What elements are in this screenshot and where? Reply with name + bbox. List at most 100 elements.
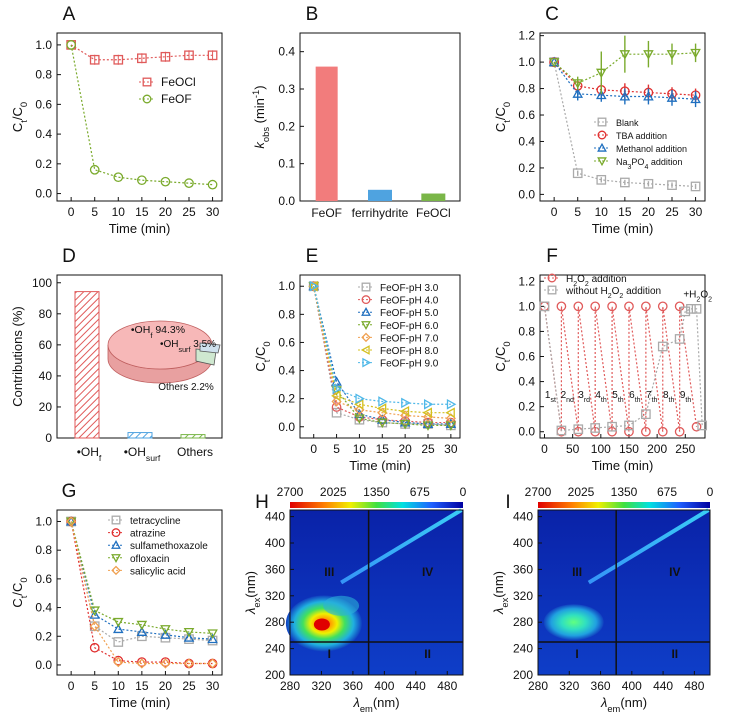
- y-tick-label: 0: [45, 431, 52, 445]
- x-tick-label: 10: [595, 205, 609, 219]
- legend-label: Na3PO4 addition: [616, 157, 682, 171]
- data-point: [620, 177, 630, 188]
- series-line: [313, 286, 451, 405]
- x-tick-label: 400: [622, 679, 642, 693]
- pie-label: •OHsurf 3.5%: [160, 339, 216, 354]
- data-point: [607, 421, 617, 432]
- cycle-label: 9th: [680, 390, 692, 404]
- y-tick-label: 0.2: [278, 119, 295, 133]
- x-tick-label: 30: [689, 205, 703, 219]
- data-point: [112, 617, 124, 628]
- y-tick-label: 1.0: [518, 55, 535, 69]
- x-tick-label: 150: [619, 442, 639, 456]
- x-tick-label: 25: [182, 679, 196, 693]
- x-tick-label: 480: [684, 679, 704, 693]
- x-tick-label: 15: [618, 205, 632, 219]
- bar-•OHsurf: [127, 432, 153, 439]
- x-tick-label: 280: [280, 679, 300, 693]
- plot-frame: [539, 32, 706, 202]
- y-tick-label: 60: [39, 338, 53, 352]
- legend-marker: [597, 142, 607, 152]
- data-point: [674, 426, 685, 437]
- pie-label: Others 2.2%: [158, 382, 214, 393]
- x-axis-label: Time (min): [109, 695, 171, 710]
- x-tick-label: 5: [91, 679, 98, 693]
- legend-label: tetracycline: [130, 516, 181, 527]
- series-line: [70, 521, 213, 665]
- panel-letter: F: [546, 246, 558, 267]
- y-tick-label: 0.0: [278, 420, 295, 434]
- region-label: II: [424, 647, 431, 661]
- series-FeOF-pH-8.0: [308, 280, 455, 419]
- data-point: [183, 627, 195, 638]
- x-tick-label: 15: [135, 679, 149, 693]
- y-tick-label: 360: [265, 562, 285, 576]
- data-point: [572, 168, 583, 179]
- x-tick-label: 10: [112, 679, 126, 693]
- data-point: [422, 418, 434, 428]
- bar-FeOF: [315, 66, 338, 201]
- colorbar: [538, 502, 710, 508]
- panel-E: E 0 5 10 15 20 25 30 0.0 0.2 0.4 0.6 0.8 1.0 Time (min…: [253, 246, 461, 473]
- y-tick-label: 0.6: [518, 108, 535, 122]
- pie-chart: •OHf 94.3%•OHsurf 3.5% Others 2.2%: [107, 320, 221, 393]
- data-point: [539, 301, 550, 312]
- x-tick-label: 15: [135, 205, 149, 219]
- y-tick-label: 1.0: [35, 38, 52, 52]
- series-line: [70, 521, 213, 634]
- data-point: [137, 175, 147, 186]
- series-without-H2O2-addition: [539, 301, 708, 436]
- panel-A: A 0 5 10 15 20 25 30 0.0 0.2 0.4 0.6 0.8 1.0 Time (min…: [10, 4, 223, 236]
- x-tick-label: 250: [675, 442, 695, 456]
- series-line: [70, 521, 213, 665]
- legend-label: FeOF-pH 5.0: [380, 308, 439, 319]
- scatter-ridge: [340, 508, 463, 585]
- x-tick-label: 10: [353, 442, 367, 456]
- pie-label: •OHf 94.3%: [131, 324, 185, 340]
- cycle-label: 2nd: [561, 390, 574, 404]
- legend-label: FeOF-pH 3.0: [380, 283, 439, 294]
- panel-D: D 0 20 40 60 80 100 •OHf •OHsurf Others Contributi…: [10, 246, 223, 463]
- data-point: [160, 657, 171, 667]
- x-tick-label: 15: [376, 442, 390, 456]
- x-axis-label: Time (min): [592, 458, 654, 473]
- y-tick-label: 0.4: [518, 375, 535, 389]
- legend-marker: [142, 94, 152, 104]
- y-tick-label: 0.3: [278, 82, 295, 96]
- x-tick-label: 20: [642, 205, 656, 219]
- x-tick-label: 440: [653, 679, 673, 693]
- panel-letter: D: [62, 246, 76, 267]
- cycle-label: 5th: [612, 390, 624, 404]
- data-point: [399, 417, 411, 427]
- x-tick-label: 5: [333, 442, 340, 456]
- data-point: [113, 172, 124, 183]
- data-point: [641, 426, 651, 437]
- bar-•OHf: [74, 291, 100, 439]
- legend-marker: [142, 77, 152, 87]
- cycle-label: 4th: [595, 390, 607, 404]
- x-tick-label: 200: [647, 442, 667, 456]
- legend-label: FeOF-pH 6.0: [380, 321, 439, 332]
- x-tick-label: 50: [566, 442, 580, 456]
- data-point: [573, 424, 584, 435]
- y-axis-label: λex(nm): [243, 571, 262, 615]
- x-tick-label: 5: [574, 205, 581, 219]
- y-tick-label: 0.6: [518, 350, 535, 364]
- bar-FeOCl: [421, 193, 446, 201]
- data-point: [137, 631, 147, 642]
- legend-marker: [111, 554, 121, 563]
- region-label: II: [671, 647, 678, 661]
- data-point: [309, 280, 320, 292]
- x-tick-label: 280: [528, 679, 548, 693]
- data-point: [207, 633, 218, 644]
- data-point: [354, 408, 365, 419]
- y-axis-label: Ct/C0: [493, 341, 512, 371]
- bar-ferrihydrite: [368, 189, 392, 201]
- legend-marker: [111, 515, 121, 525]
- data-point: [113, 655, 124, 666]
- legend-marker: [360, 345, 370, 355]
- x-axis-label: Time (min): [109, 221, 171, 236]
- data-point: [641, 301, 651, 312]
- data-point: [691, 304, 702, 314]
